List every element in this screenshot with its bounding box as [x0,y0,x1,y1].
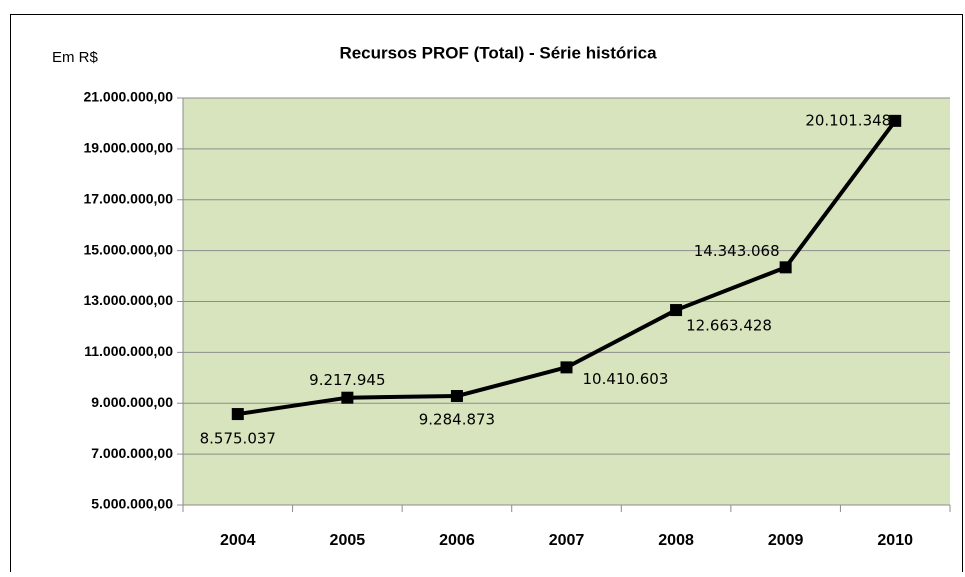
x-tick-label: 2010 [877,532,913,549]
x-tick-label: 2007 [549,532,585,549]
x-tick-label: 2004 [220,532,256,549]
point [231,408,244,421]
y-tick-label: 11.000.000,00 [84,343,173,359]
y-tick-label: 5.000.000,00 [91,496,173,512]
data-label: 14.343.068 [694,242,780,260]
point [450,390,463,403]
point [779,261,792,274]
point [889,114,902,127]
y-tick-label: 17.000.000,00 [83,190,173,206]
y-axis-label: Em R$ [52,49,99,66]
x-tick-label: 2005 [330,532,366,549]
point [670,304,683,317]
x-tick-label: 2009 [768,532,804,549]
y-tick-label: 15.000.000,00 [83,241,173,257]
point [560,361,573,374]
data-label: 12.663.428 [686,317,772,335]
data-label: 9.284.873 [419,411,495,429]
y-tick-label: 13.000.000,00 [83,292,173,308]
y-tick-label: 7.000.000,00 [91,445,173,461]
y-tick-label: 9.000.000,00 [91,394,173,410]
point [341,391,354,404]
data-label: 8.575.037 [200,430,276,448]
chart-title: Recursos PROF (Total) - Série histórica [339,43,657,62]
data-label: 9.217.945 [309,371,385,389]
x-tick-label: 2006 [439,532,475,549]
data-label: 10.410.603 [583,370,669,388]
data-label: 20.101.348 [805,111,891,129]
y-tick-label: 19.000.000,00 [83,140,173,156]
x-tick-label: 2008 [658,532,694,549]
y-tick-label: 21.000.000,00 [83,89,173,105]
